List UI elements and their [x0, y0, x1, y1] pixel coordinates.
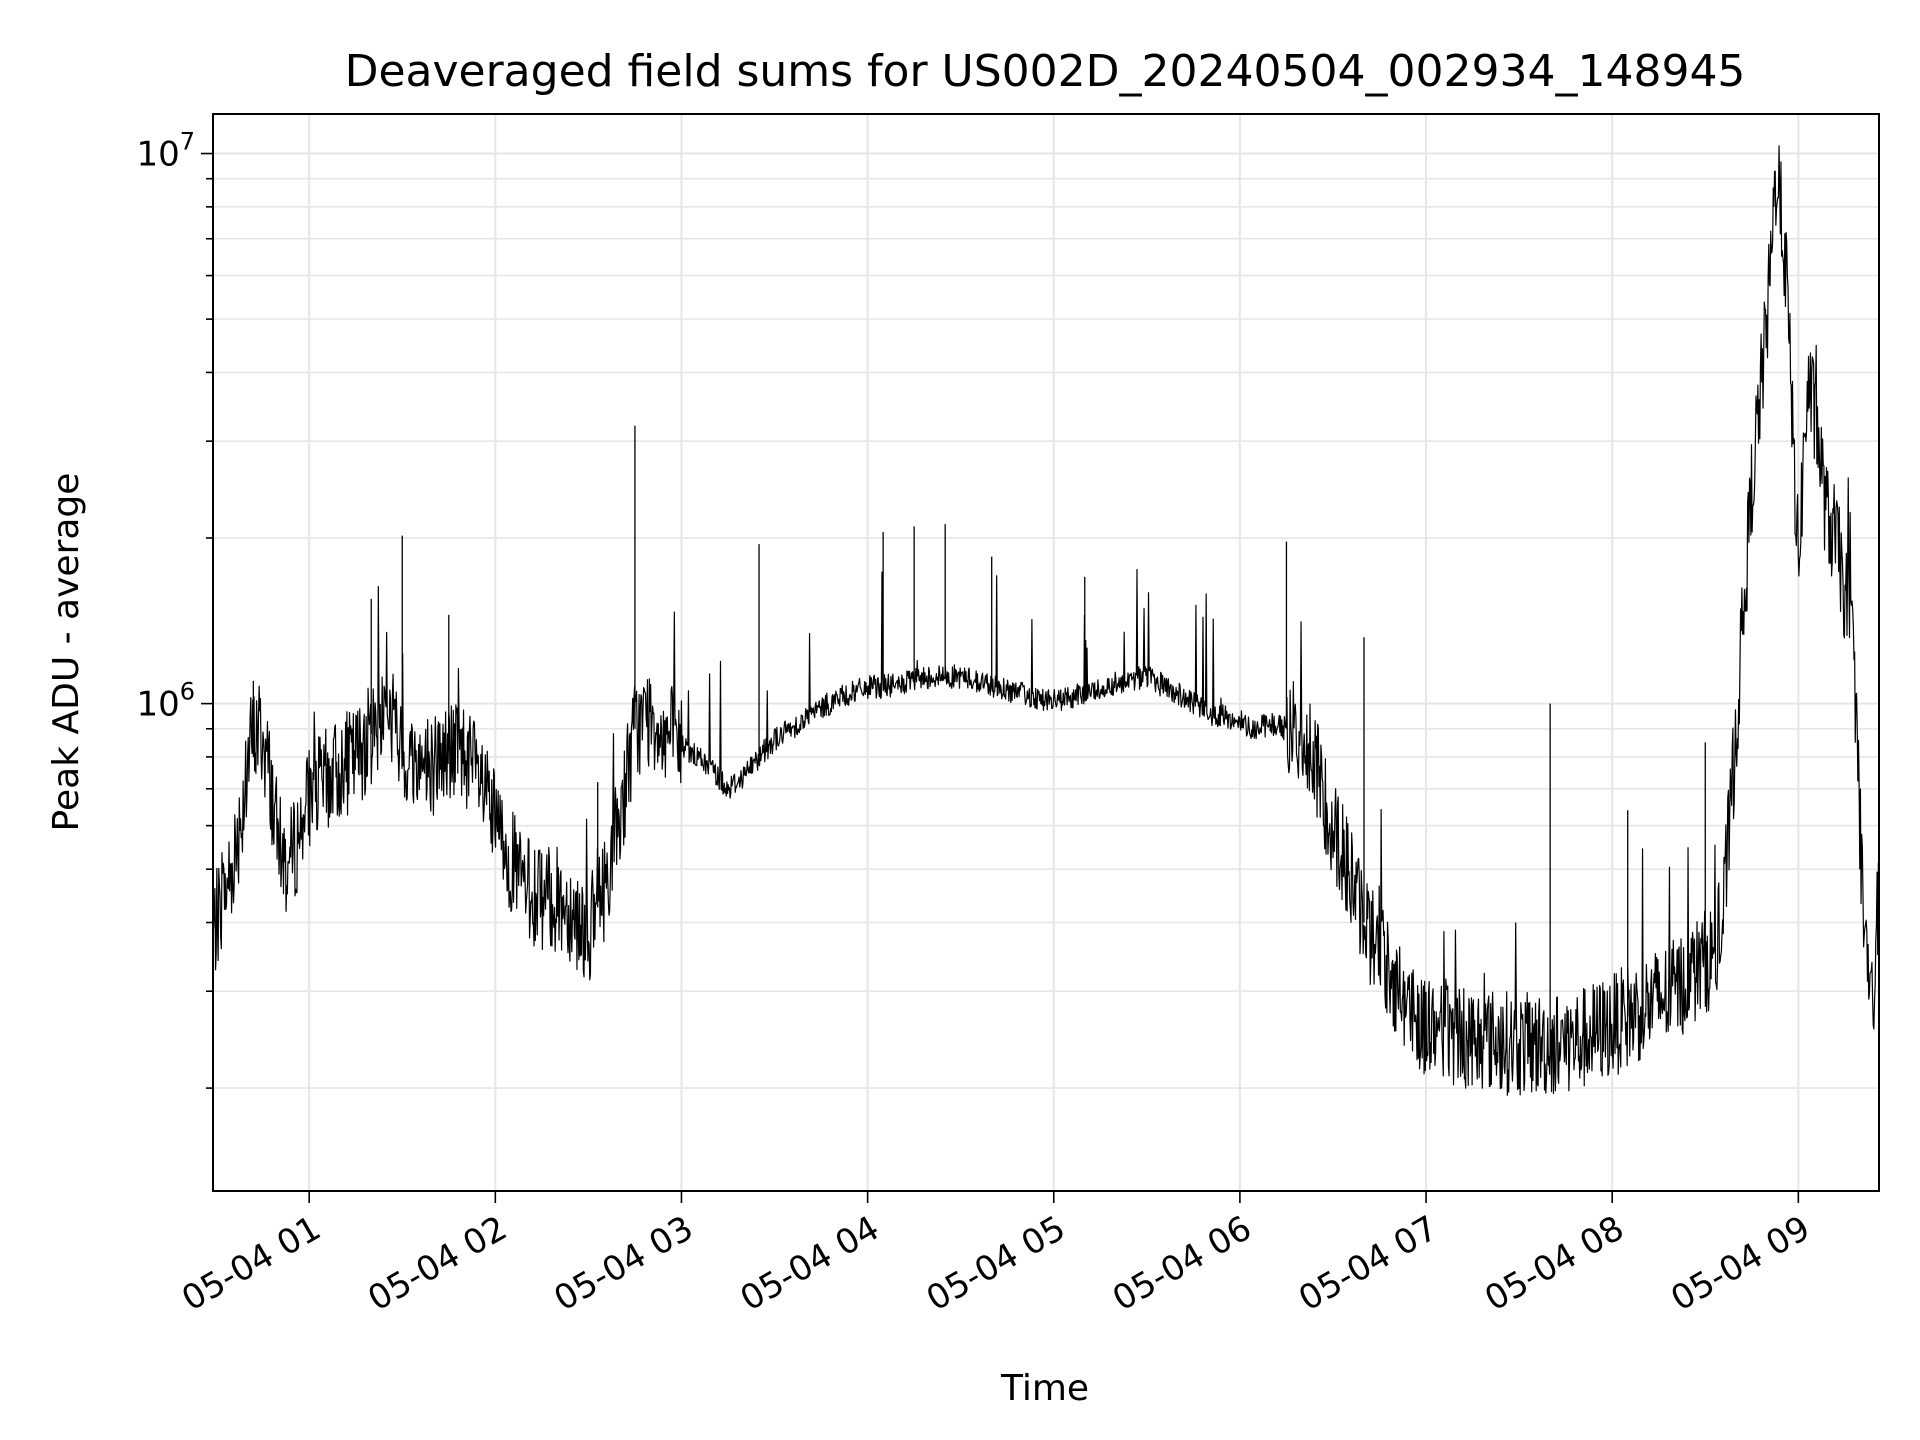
- y-axis-label: Peak ADU - average: [46, 473, 87, 832]
- y-tick-exponent: 6: [180, 678, 195, 706]
- x-axis-label: Time: [1000, 1368, 1089, 1409]
- grid: [213, 114, 1879, 1191]
- y-tick-label: 107: [136, 128, 195, 175]
- y-tick-label: 106: [136, 678, 195, 725]
- y-tick-base: 10: [136, 685, 179, 725]
- plot-frame: [212, 113, 1880, 1192]
- y-tick-exponent: 7: [180, 128, 195, 156]
- plot-area: [212, 145, 1880, 1096]
- y-tick-base: 10: [136, 135, 179, 175]
- chart-title: Deaveraged field sums for US002D_2024050…: [345, 46, 1746, 97]
- data-series-line: [212, 145, 1880, 1096]
